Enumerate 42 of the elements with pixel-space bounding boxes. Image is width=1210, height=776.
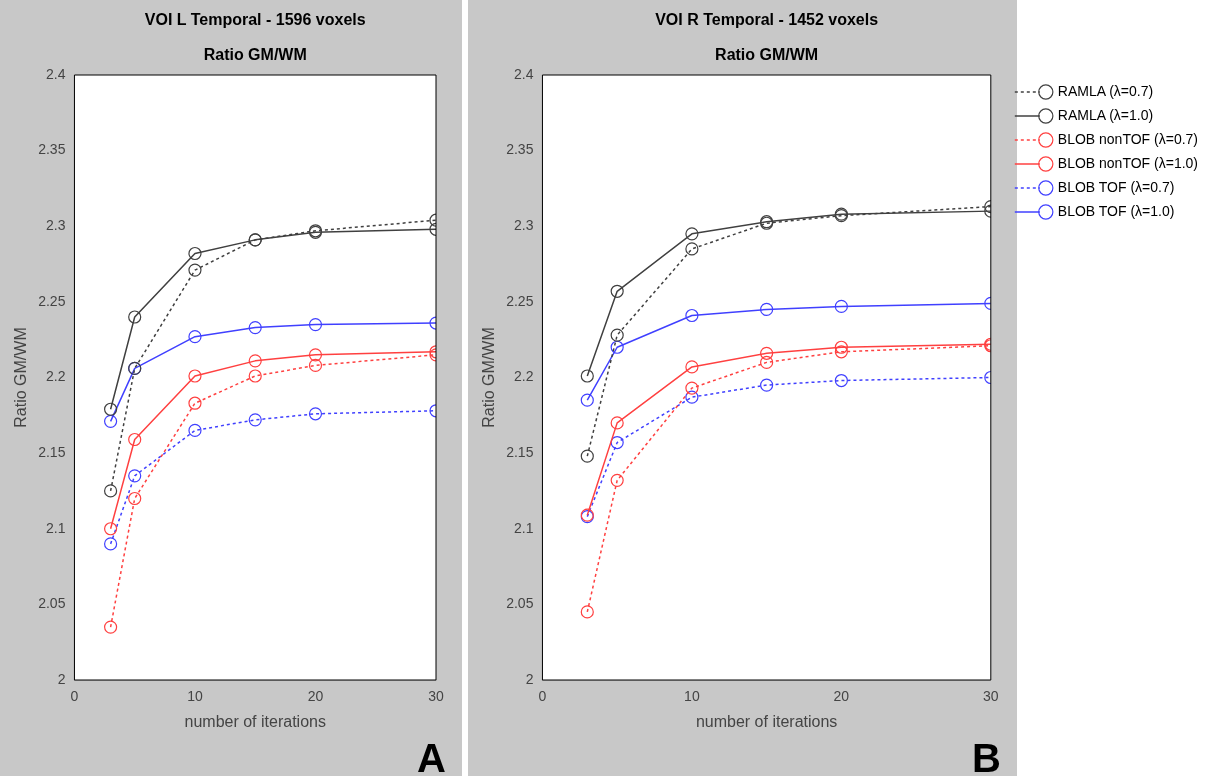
chart-subtitle: Ratio GM/WM — [203, 46, 307, 63]
x-axis-title: number of iterations — [695, 712, 838, 730]
chart-title: VOI R Temporal - 1452 voxels — [655, 11, 879, 28]
x-tick-label: 20 — [307, 688, 324, 705]
text: B — [971, 736, 1001, 776]
legend-label: BLOB nonTOF (λ=0.7) — [1057, 130, 1199, 147]
y-tick-label: 2.4 — [513, 65, 534, 82]
x-tick-label: 10 — [187, 688, 203, 705]
y-tick-label: 2.3 — [513, 217, 534, 234]
y-tick-label: 2.05 — [38, 595, 66, 612]
x-tick-label: 0 — [70, 688, 79, 705]
y-tick-label: 2 — [57, 670, 66, 687]
y-tick-label: 2.35 — [506, 141, 534, 158]
x-axis-title: number of iterations — [184, 712, 326, 730]
chart-title: VOI L Temporal - 1596 voxels — [144, 11, 366, 28]
y-tick-label: 2.25 — [38, 292, 66, 309]
y-tick-label: 2.3 — [45, 217, 66, 234]
y-tick-label: 2.4 — [45, 65, 66, 82]
y-tick-label: 2.35 — [38, 141, 66, 158]
x-tick-label: 10 — [684, 688, 700, 705]
y-axis-title: Ratio GM/WM — [480, 327, 498, 428]
y-tick-label: 2.2 — [45, 368, 66, 385]
legend-label: RAMLA (λ=1.0) — [1057, 106, 1154, 123]
y-tick-label: 2.1 — [513, 519, 534, 536]
y-tick-label: 2.2 — [513, 368, 534, 385]
y-axis-title: Ratio GM/WM — [12, 327, 30, 428]
x-tick-label: 0 — [538, 688, 547, 705]
y-tick-label: 2.15 — [506, 443, 534, 460]
y-tick-label: 2.25 — [506, 292, 534, 309]
x-tick-label: 30 — [428, 688, 444, 705]
text: A — [417, 736, 446, 776]
y-tick-label: 2.1 — [45, 519, 66, 536]
legend-label: BLOB nonTOF (λ=1.0) — [1057, 154, 1199, 171]
legend-label: RAMLA (λ=0.7) — [1057, 82, 1154, 99]
y-tick-label: 2.15 — [38, 443, 66, 460]
chart-subtitle: Ratio GM/WM — [715, 46, 819, 63]
x-tick-label: 20 — [833, 688, 850, 705]
y-tick-label: 2.05 — [506, 595, 534, 612]
legend-label: BLOB TOF (λ=1.0) — [1057, 202, 1175, 219]
legend-label: BLOB TOF (λ=0.7) — [1057, 178, 1175, 195]
y-tick-label: 2 — [525, 670, 534, 687]
x-tick-label: 30 — [983, 688, 999, 705]
